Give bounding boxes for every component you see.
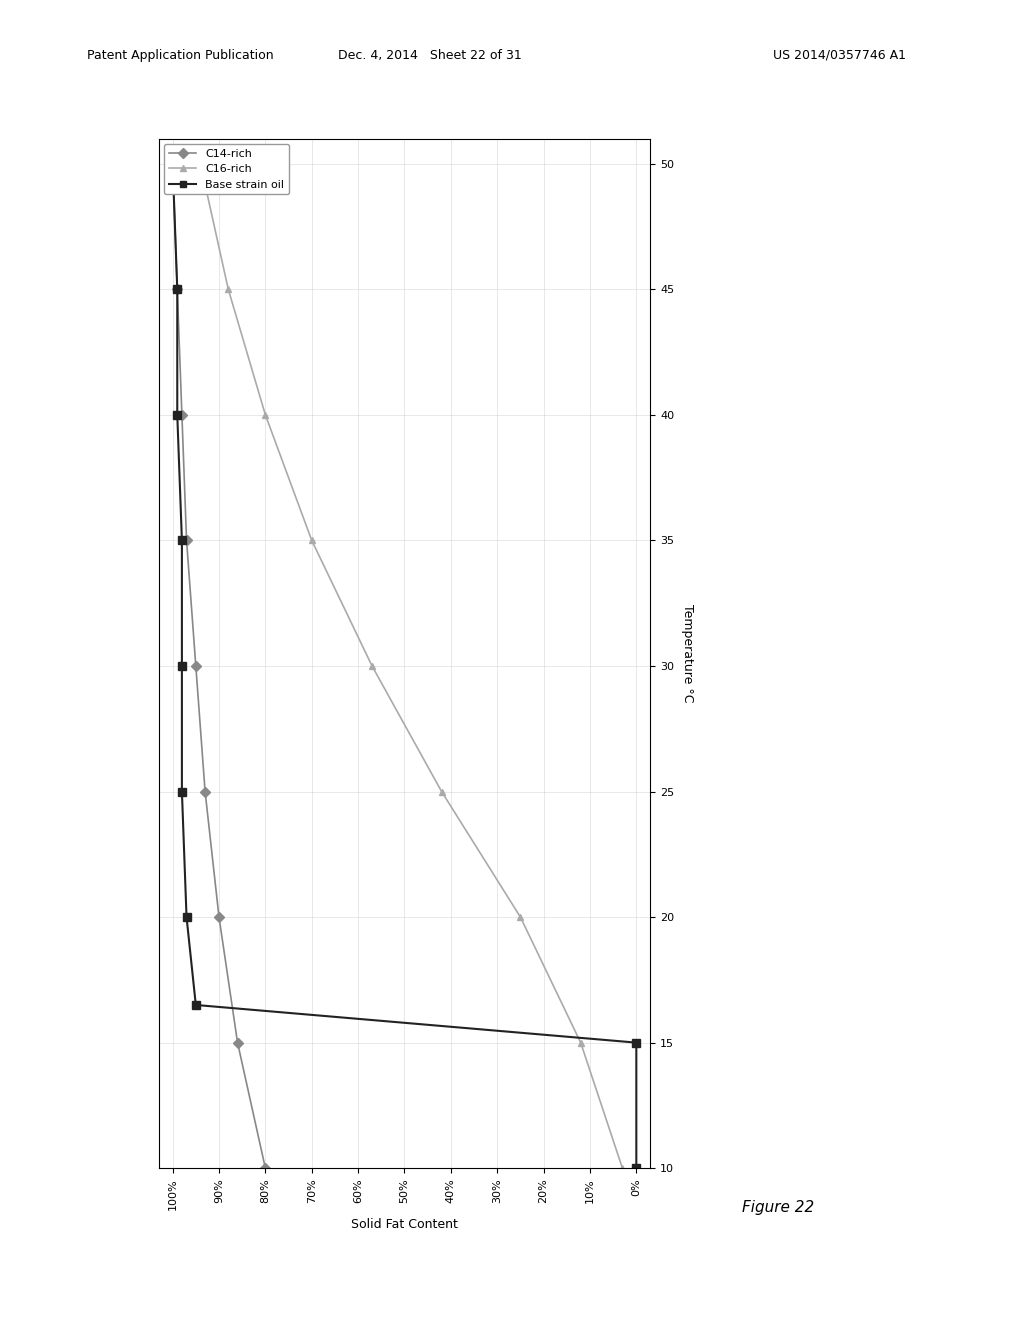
C16-rich bbox=[435, 784, 447, 800]
Base strain oil bbox=[176, 532, 188, 548]
Line: Base strain oil: Base strain oil bbox=[169, 160, 640, 1172]
Base strain oil bbox=[630, 1035, 642, 1051]
C14-rich bbox=[213, 909, 225, 925]
C14-rich bbox=[167, 156, 179, 172]
Base strain oil bbox=[167, 156, 179, 172]
C14-rich bbox=[259, 1160, 271, 1176]
C16-rich bbox=[574, 1035, 587, 1051]
Base strain oil bbox=[180, 909, 193, 925]
Base strain oil bbox=[630, 1160, 642, 1176]
C16-rich bbox=[259, 407, 271, 422]
Base strain oil bbox=[171, 407, 183, 422]
Text: Figure 22: Figure 22 bbox=[742, 1200, 814, 1216]
X-axis label: Solid Fat Content: Solid Fat Content bbox=[351, 1218, 458, 1230]
C16-rich bbox=[222, 281, 234, 297]
Base strain oil bbox=[171, 281, 183, 297]
C14-rich bbox=[199, 784, 211, 800]
C14-rich bbox=[176, 407, 188, 422]
Line: C14-rich: C14-rich bbox=[169, 160, 269, 1172]
Text: Dec. 4, 2014   Sheet 22 of 31: Dec. 4, 2014 Sheet 22 of 31 bbox=[338, 49, 522, 62]
Base strain oil bbox=[189, 997, 202, 1012]
C16-rich bbox=[195, 156, 207, 172]
C16-rich bbox=[305, 532, 317, 548]
C14-rich bbox=[180, 532, 193, 548]
Text: US 2014/0357746 A1: US 2014/0357746 A1 bbox=[773, 49, 906, 62]
C16-rich bbox=[616, 1160, 629, 1176]
Y-axis label: Temperature °C: Temperature °C bbox=[681, 605, 693, 702]
C14-rich bbox=[231, 1035, 244, 1051]
Line: C16-rich: C16-rich bbox=[197, 160, 626, 1172]
Text: CHAIN LENGTH: WIDE RANGE OF ACCESSIBLE MELTING PROFILES: CHAIN LENGTH: WIDE RANGE OF ACCESSIBLE M… bbox=[109, 400, 122, 907]
C14-rich bbox=[171, 281, 183, 297]
Text: Patent Application Publication: Patent Application Publication bbox=[87, 49, 273, 62]
Base strain oil bbox=[176, 659, 188, 675]
C16-rich bbox=[514, 909, 526, 925]
Legend: C14-rich, C16-rich, Base strain oil: C14-rich, C16-rich, Base strain oil bbox=[164, 144, 289, 194]
C14-rich bbox=[189, 659, 202, 675]
Base strain oil bbox=[176, 784, 188, 800]
C16-rich bbox=[366, 659, 378, 675]
